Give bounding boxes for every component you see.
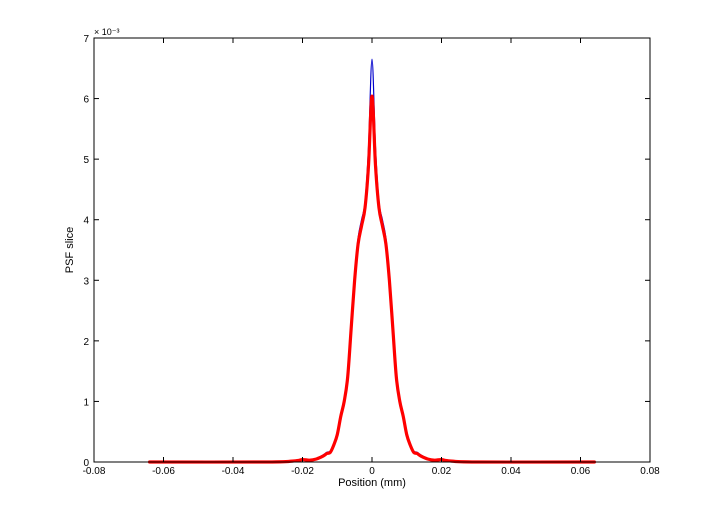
x-tick-label: 0.06 (571, 466, 591, 477)
y-tick-label: 3 (83, 276, 89, 287)
y-axis: 0 1 2 3 4 5 6 7 (83, 34, 650, 469)
x-tick-label: -0.02 (291, 466, 314, 477)
y-tick-label: 1 (83, 397, 89, 408)
x-tick-label: 0 (369, 466, 375, 477)
y-tick-label: 5 (83, 155, 89, 166)
x-tick-label: 0.04 (501, 466, 521, 477)
y-tick-label: 7 (83, 34, 89, 45)
x-tick-label: 0.08 (640, 466, 660, 477)
y-tick-label: 2 (83, 337, 89, 348)
x-tick-label: -0.06 (152, 466, 175, 477)
y-tick-label: 0 (83, 458, 89, 469)
y-tick-label: 6 (83, 95, 89, 106)
y-axis-label: PSF slice (64, 227, 76, 273)
x-axis-label: Position (mm) (338, 477, 406, 489)
x-tick-label: -0.08 (83, 466, 106, 477)
x-tick-label: 0.02 (432, 466, 452, 477)
x-tick-label: -0.04 (222, 466, 245, 477)
y-axis-exponent: × 10⁻³ (94, 27, 120, 37)
series-layer (148, 58, 596, 464)
series-line-2 (148, 94, 596, 464)
y-tick-label: 4 (83, 216, 89, 227)
x-axis: -0.08 -0.06 -0.04 -0.02 0 0.02 0.04 0.06 0.08 (83, 38, 660, 477)
